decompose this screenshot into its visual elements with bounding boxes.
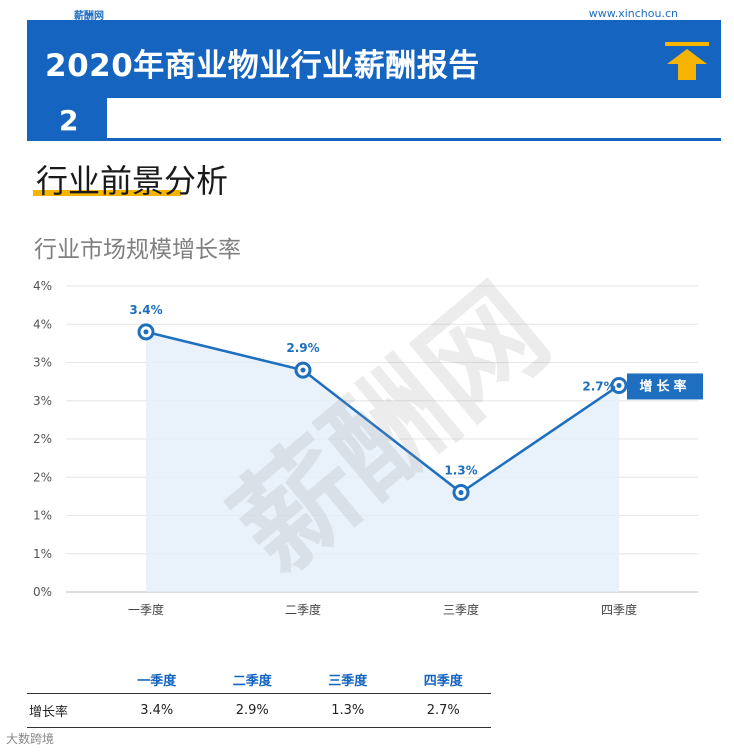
growth-rate-table: 一季度 二季度 三季度 四季度 增长率 3.4% 2.9% 1.3% 2.7% (27, 666, 491, 728)
footer-credit: 大数跨境 (6, 732, 55, 746)
data-label: 3.4% (129, 303, 162, 317)
growth-rate-line-chart: 0% 1% 1% 2% 2% 3% 3% 4% 4% 3.4% 2.9% 1.3% 2.7% 一季度 二季度… (33, 279, 703, 617)
table-header-q2: 二季度 (204, 666, 300, 694)
y-tick-label: 0% (33, 585, 52, 599)
data-point-center (143, 329, 149, 335)
data-point-center (616, 382, 622, 388)
report-title: 2020年商业物业行业薪酬报告 (45, 48, 480, 84)
site-url[interactable]: www.xinchou.cn (588, 7, 678, 20)
table-cell-q3: 1.3% (300, 693, 396, 728)
up-arrow-icon (665, 42, 709, 80)
page-number-box: 2 (27, 98, 107, 141)
header-rule (107, 138, 721, 141)
y-tick-label: 4% (33, 279, 52, 293)
table-corner (27, 666, 109, 694)
legend-box (627, 373, 703, 400)
y-tick-label: 1% (33, 547, 52, 561)
table-header-q1: 一季度 (109, 666, 205, 694)
y-tick-label: 2% (33, 432, 52, 446)
y-tick-label: 4% (33, 317, 52, 331)
y-tick-label: 1% (33, 509, 52, 523)
table-cell-q2: 2.9% (204, 693, 300, 728)
table-row-label: 增长率 (27, 693, 109, 728)
data-label: 2.9% (286, 341, 319, 355)
site-name: 薪酬网 (74, 11, 104, 22)
page-number: 2 (59, 104, 79, 137)
data-label: 2.7% (582, 379, 615, 393)
y-tick-label: 3% (33, 356, 52, 370)
table-header-q4: 四季度 (395, 666, 491, 694)
table-header-q3: 三季度 (300, 666, 396, 694)
x-tick-label: 三季度 (443, 602, 479, 617)
y-tick-label: 3% (33, 394, 52, 408)
table-cell-q1: 3.4% (109, 693, 205, 728)
series-line (145, 330, 620, 495)
series-area (146, 331, 619, 592)
table-header-row: 一季度 二季度 三季度 四季度 (27, 666, 491, 694)
x-tick-label: 二季度 (285, 602, 321, 617)
y-tick-label: 2% (33, 470, 52, 484)
data-label: 1.3% (444, 464, 477, 478)
x-tick-label: 一季度 (128, 602, 164, 617)
section-title-underline (33, 190, 181, 196)
section-title: 行业前景分析 (36, 162, 229, 200)
table-cell-q4: 2.7% (395, 693, 491, 728)
legend-label: 增长率 (639, 378, 690, 394)
chart-title: 行业市场规模增长率 (34, 237, 241, 263)
x-tick-label: 四季度 (601, 602, 637, 617)
table-row: 增长率 3.4% 2.9% 1.3% 2.7% (27, 693, 491, 728)
data-point-center (300, 367, 306, 373)
data-point-center (458, 490, 464, 496)
report-banner: 2020年商业物业行业薪酬报告 (27, 20, 721, 98)
